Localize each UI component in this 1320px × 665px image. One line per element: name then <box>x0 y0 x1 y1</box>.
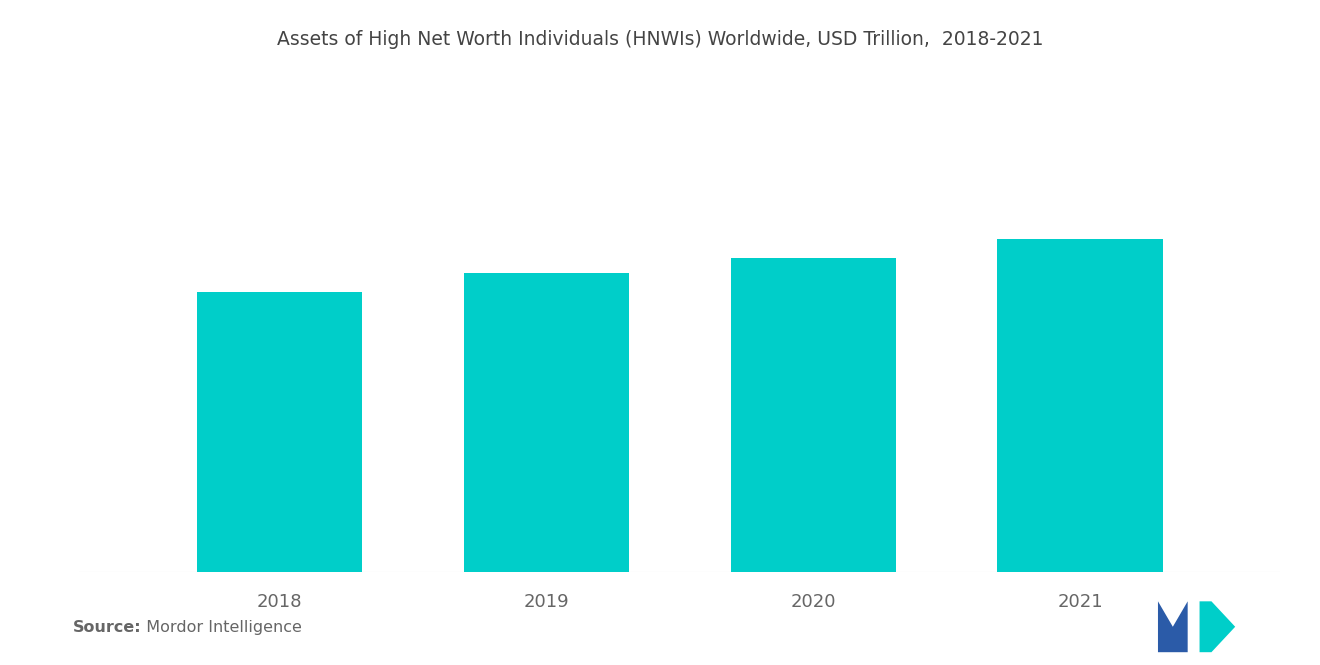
Polygon shape <box>1158 601 1188 652</box>
Polygon shape <box>1200 601 1236 652</box>
Bar <box>463 273 630 572</box>
Text: Mordor Intelligence: Mordor Intelligence <box>136 620 302 635</box>
Bar <box>730 258 896 572</box>
Bar <box>197 292 362 572</box>
Bar <box>998 239 1163 572</box>
Text: Source:: Source: <box>73 620 141 635</box>
Text: Assets of High Net Worth Individuals (HNWIs) Worldwide, USD Trillion,  2018-2021: Assets of High Net Worth Individuals (HN… <box>277 30 1043 49</box>
